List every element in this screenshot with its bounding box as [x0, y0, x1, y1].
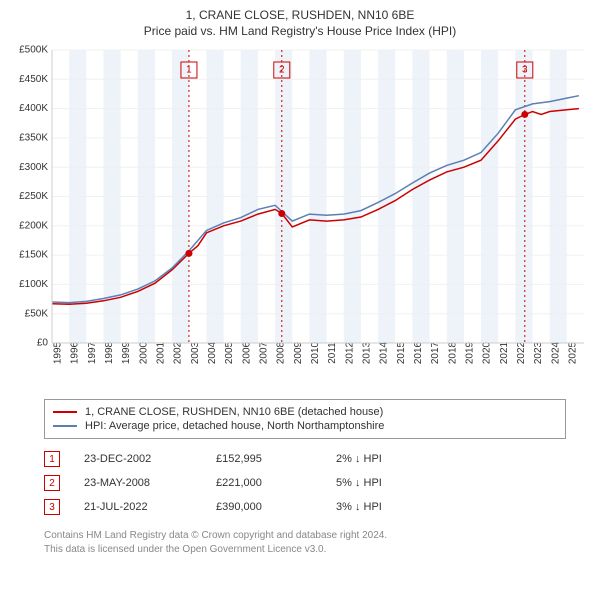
svg-text:2024: 2024	[550, 341, 561, 364]
chart-plot: £0 £50K £100K £150K £200K £250K £300K £350K £400…	[10, 44, 590, 389]
legend-item-property: 1, CRANE CLOSE, RUSHDEN, NN10 6BE (detac…	[53, 405, 557, 419]
svg-text:2019: 2019	[464, 341, 475, 364]
event-diff: 5% ↓ HPI	[336, 477, 382, 489]
svg-text:2022: 2022	[516, 341, 527, 364]
legend-label-hpi: HPI: Average price, detached house, Nort…	[85, 420, 384, 432]
legend-label-property: 1, CRANE CLOSE, RUSHDEN, NN10 6BE (detac…	[85, 406, 383, 418]
svg-text:2007: 2007	[259, 341, 270, 364]
attribution-footer: Contains HM Land Registry data © Crown c…	[44, 529, 590, 556]
svg-text:2020: 2020	[482, 341, 493, 364]
svg-text:2012: 2012	[344, 341, 355, 364]
event-marker-1: 1	[44, 451, 60, 467]
svg-text:2009: 2009	[293, 341, 304, 364]
svg-text:£250K: £250K	[19, 191, 48, 202]
event-date: 23-MAY-2008	[84, 477, 216, 489]
events-table: 1 23-DEC-2002 £152,995 2% ↓ HPI 2 23-MAY…	[44, 447, 590, 519]
svg-text:1997: 1997	[87, 341, 98, 364]
svg-text:2005: 2005	[224, 341, 235, 364]
svg-text:£0: £0	[37, 338, 49, 349]
chart-subtitle: Price paid vs. HM Land Registry's House …	[10, 24, 590, 38]
svg-text:2008: 2008	[276, 341, 287, 364]
chart-title: 1, CRANE CLOSE, RUSHDEN, NN10 6BE	[10, 8, 590, 22]
svg-text:£200K: £200K	[19, 220, 48, 231]
svg-text:£400K: £400K	[19, 103, 48, 114]
svg-text:2014: 2014	[379, 341, 390, 364]
svg-text:£300K: £300K	[19, 162, 48, 173]
svg-text:2015: 2015	[396, 341, 407, 364]
event-diff: 3% ↓ HPI	[336, 501, 382, 513]
event-marker-3: 3	[44, 499, 60, 515]
svg-text:2023: 2023	[533, 341, 544, 364]
svg-text:2000: 2000	[138, 341, 149, 364]
svg-text:2013: 2013	[361, 341, 372, 364]
svg-text:£150K: £150K	[19, 250, 48, 261]
event-date: 23-DEC-2002	[84, 453, 216, 465]
legend-swatch-hpi	[53, 425, 77, 427]
svg-text:2011: 2011	[327, 342, 338, 364]
footer-line-1: Contains HM Land Registry data © Crown c…	[44, 529, 590, 543]
svg-text:1999: 1999	[121, 341, 132, 364]
svg-text:£500K: £500K	[19, 45, 48, 56]
svg-text:2006: 2006	[241, 341, 252, 364]
event-row: 1 23-DEC-2002 £152,995 2% ↓ HPI	[44, 447, 590, 471]
svg-text:2016: 2016	[413, 341, 424, 364]
event-row: 2 23-MAY-2008 £221,000 5% ↓ HPI	[44, 471, 590, 495]
svg-text:2004: 2004	[207, 341, 218, 364]
svg-text:3: 3	[522, 65, 528, 76]
svg-text:1996: 1996	[70, 341, 81, 364]
event-price: £221,000	[216, 477, 336, 489]
svg-text:2: 2	[279, 65, 285, 76]
event-diff: 2% ↓ HPI	[336, 453, 382, 465]
svg-text:2010: 2010	[310, 341, 321, 364]
legend: 1, CRANE CLOSE, RUSHDEN, NN10 6BE (detac…	[44, 399, 566, 439]
chart-container: 1, CRANE CLOSE, RUSHDEN, NN10 6BE Price …	[0, 0, 600, 590]
legend-item-hpi: HPI: Average price, detached house, Nort…	[53, 419, 557, 433]
svg-text:2018: 2018	[447, 341, 458, 364]
svg-text:2003: 2003	[190, 341, 201, 364]
event-marker-2: 2	[44, 475, 60, 491]
legend-swatch-property	[53, 411, 77, 413]
svg-text:£350K: £350K	[19, 133, 48, 144]
svg-text:1995: 1995	[53, 341, 64, 364]
event-date: 21-JUL-2022	[84, 501, 216, 513]
footer-line-2: This data is licensed under the Open Gov…	[44, 543, 590, 557]
svg-text:2002: 2002	[173, 341, 184, 364]
svg-text:2017: 2017	[430, 341, 441, 364]
svg-text:2001: 2001	[156, 341, 167, 364]
svg-text:£450K: £450K	[19, 74, 48, 85]
svg-text:1: 1	[186, 65, 192, 76]
svg-text:£50K: £50K	[25, 308, 49, 319]
event-price: £390,000	[216, 501, 336, 513]
svg-text:2021: 2021	[499, 341, 510, 364]
svg-text:£100K: £100K	[19, 279, 48, 290]
svg-text:2025: 2025	[567, 341, 578, 364]
event-price: £152,995	[216, 453, 336, 465]
svg-text:1998: 1998	[104, 341, 115, 364]
event-row: 3 21-JUL-2022 £390,000 3% ↓ HPI	[44, 495, 590, 519]
